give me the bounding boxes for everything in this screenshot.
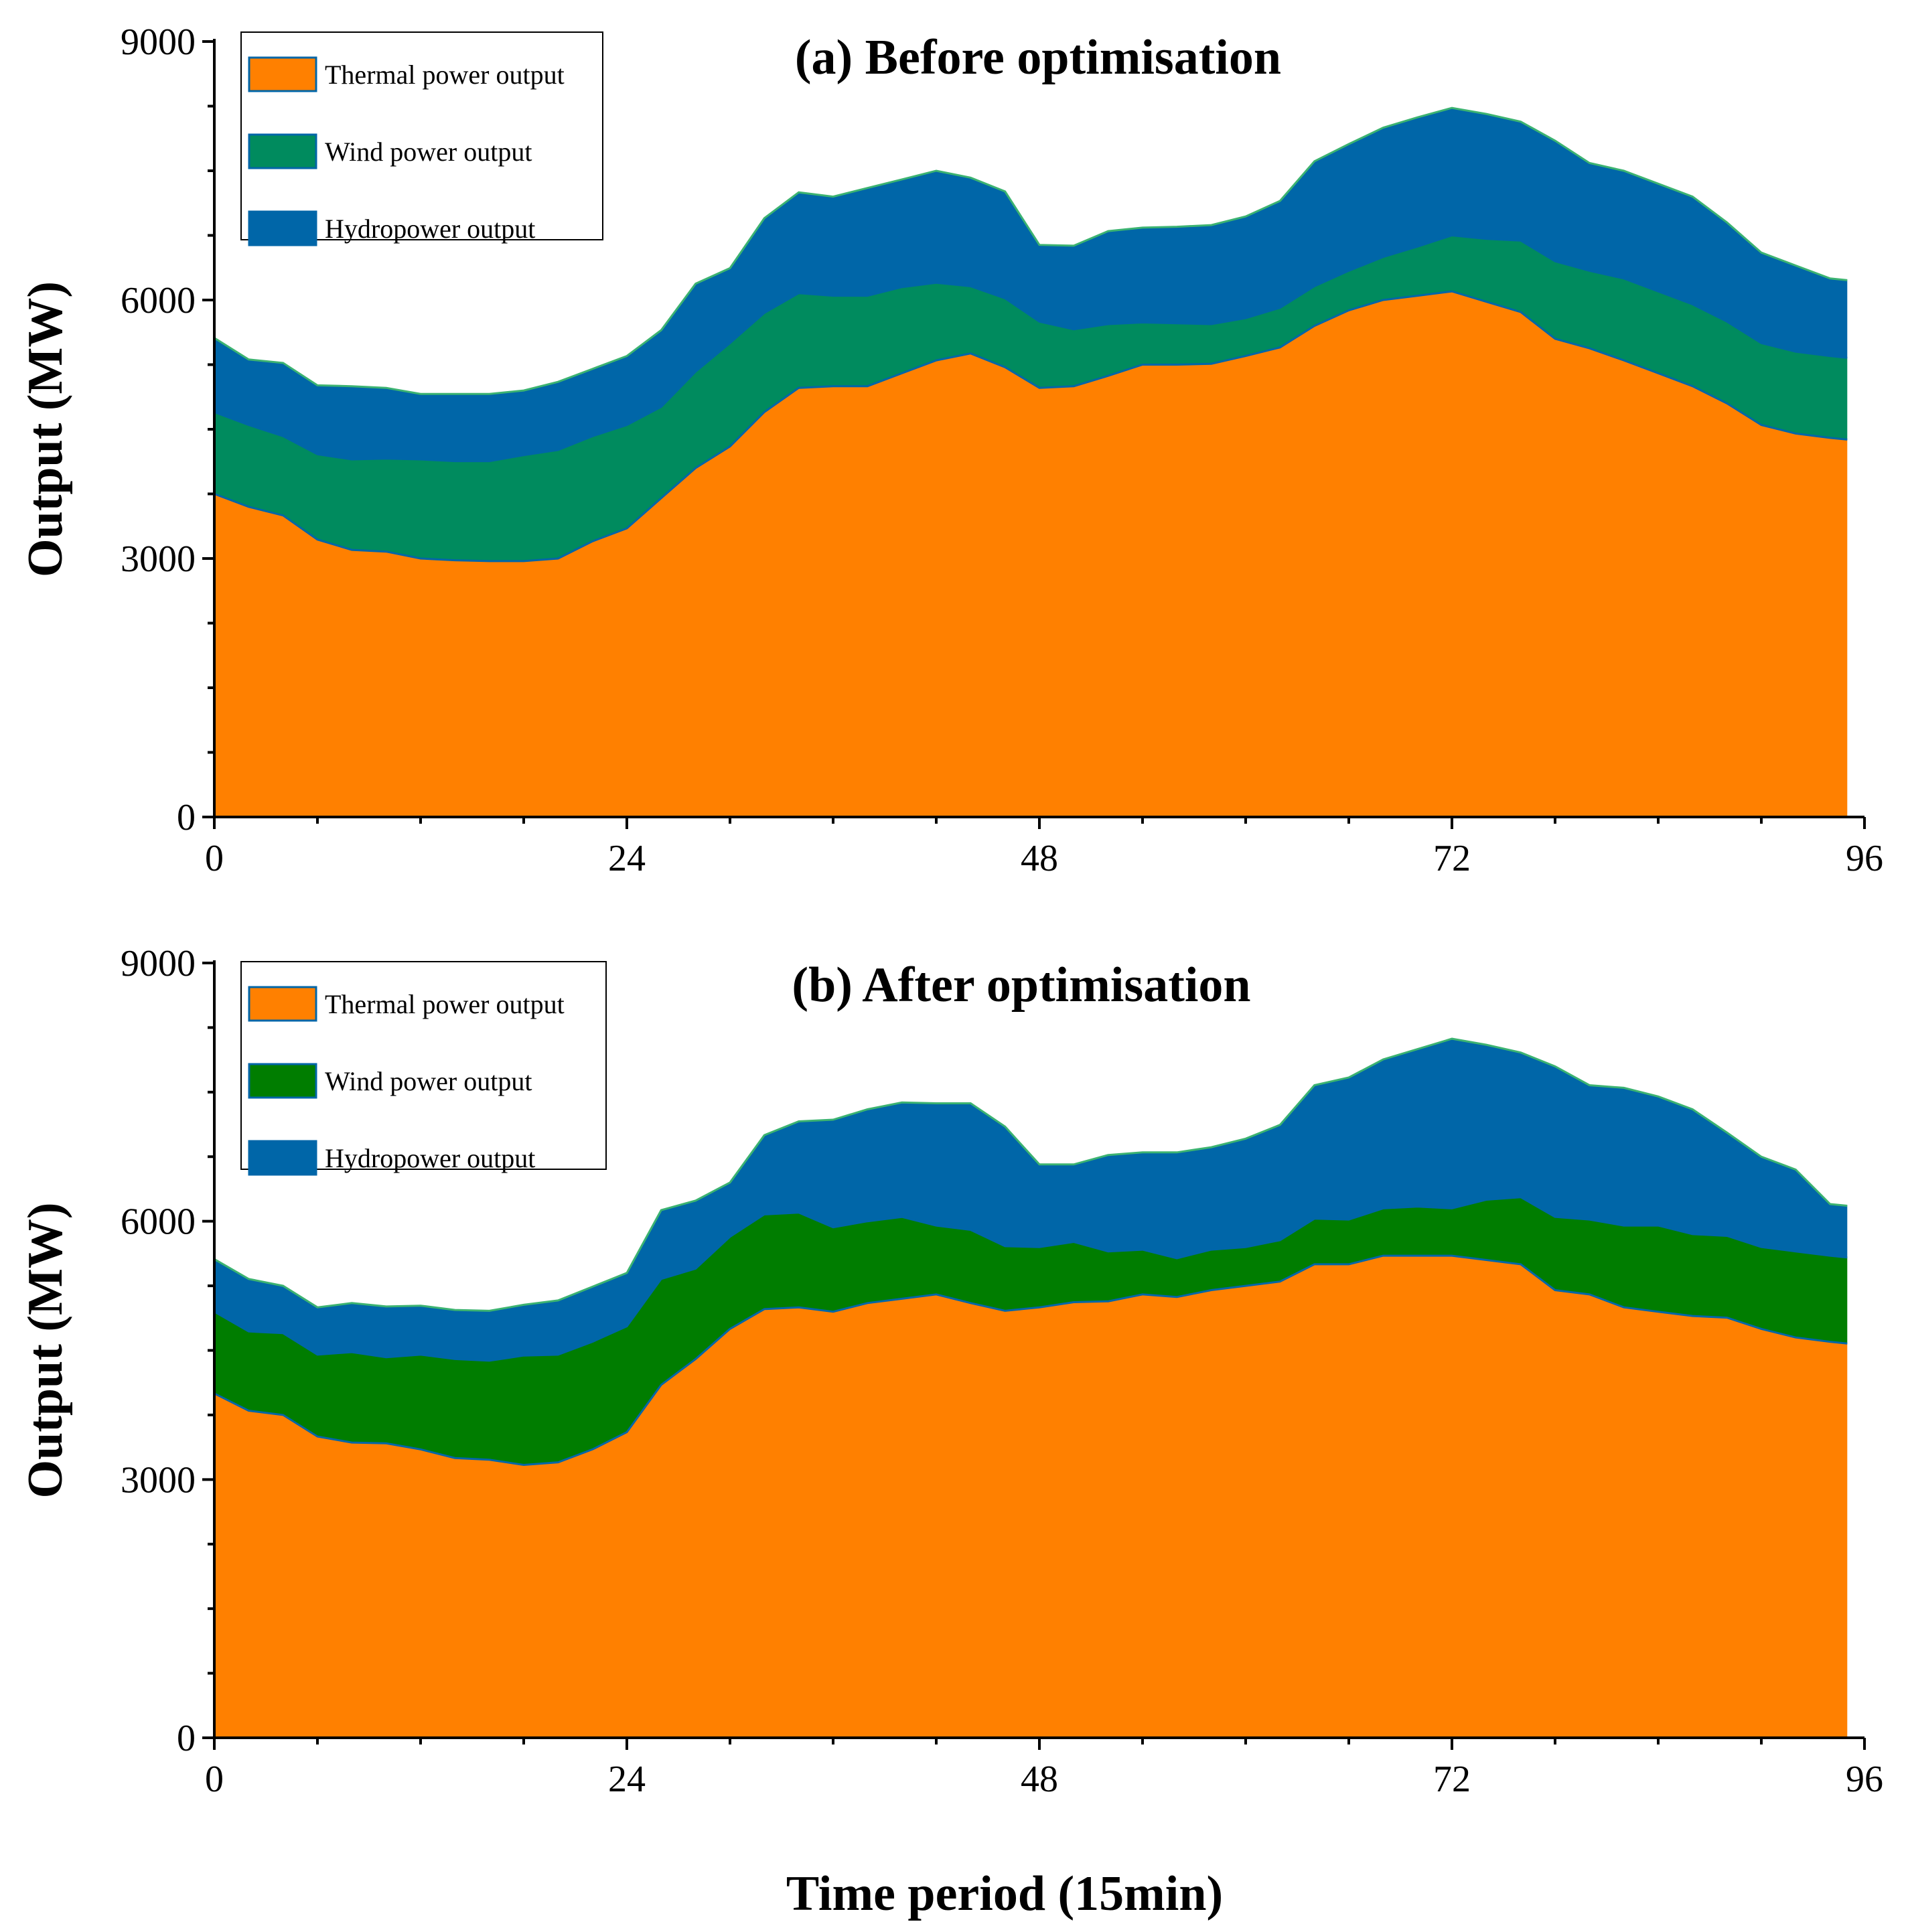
x-tick-label: 0 xyxy=(205,1759,224,1800)
y-tick-label: 9000 xyxy=(121,943,196,984)
legend-label-hydro: Hydropower output xyxy=(325,1143,535,1173)
legend: Thermal power output Wind power output Hyd… xyxy=(240,31,603,246)
line-thermal-top xyxy=(214,290,1848,563)
legend-label-thermal: Thermal power output xyxy=(325,60,565,90)
panel-before: 0 24 48 72 96 0 3000 6000 9000 Output (MW) (a) Bef… xyxy=(18,21,1883,879)
x-tick-label: 48 xyxy=(1021,1759,1058,1800)
line-wind-top xyxy=(214,234,1848,463)
panel-title: (b) After optimisation xyxy=(792,958,1250,1013)
x-tick-label: 48 xyxy=(1021,838,1058,879)
x-tick-label: 96 xyxy=(1846,838,1883,879)
x-axis-title: Time period (15min) xyxy=(786,1866,1223,1921)
line-hydro-top xyxy=(214,1037,1848,1312)
panel-after: 0 24 48 72 96 0 3000 6000 9000 Output (MW) (b) Aft… xyxy=(18,943,1883,1800)
line-hydro-top xyxy=(214,106,1848,395)
area-wind xyxy=(214,235,1848,561)
y-axis-title: Output (MW) xyxy=(18,1203,73,1499)
y-tick-label: 3000 xyxy=(121,1459,196,1501)
y-tick-label: 9000 xyxy=(121,21,196,63)
legend-label-hydro: Hydropower output xyxy=(325,214,535,244)
line-thermal-top xyxy=(214,1254,1848,1467)
legend-swatch-wind xyxy=(248,133,317,169)
x-tick-label: 24 xyxy=(608,838,646,879)
x-tick-label: 96 xyxy=(1846,1759,1883,1800)
x-tick-label: 72 xyxy=(1433,1759,1471,1800)
x-tick-label: 24 xyxy=(608,1759,646,1800)
legend-swatch-thermal xyxy=(248,986,317,1022)
legend-swatch-hydro xyxy=(248,1140,317,1176)
legend-label-thermal: Thermal power output xyxy=(325,989,565,1019)
y-tick-label: 0 xyxy=(177,1718,196,1759)
y-tick-label: 3000 xyxy=(121,538,196,580)
panel-title: (a) Before optimisation xyxy=(795,30,1281,85)
legend-label-wind: Wind power output xyxy=(325,137,532,167)
line-wind-top xyxy=(214,1196,1848,1362)
area-hydro xyxy=(214,1039,1848,1361)
y-tick-label: 0 xyxy=(177,797,196,838)
legend: Thermal power output Wind power output Hyd… xyxy=(240,961,607,1176)
area-thermal xyxy=(214,291,1848,818)
area-thermal xyxy=(214,1256,1848,1738)
x-tick-label: 72 xyxy=(1433,838,1471,879)
x-tick-label: 0 xyxy=(205,838,224,879)
area-wind xyxy=(214,1197,1848,1465)
y-tick-label: 6000 xyxy=(121,1201,196,1243)
area-hydro xyxy=(214,108,1848,461)
legend-swatch-hydro xyxy=(248,210,317,246)
y-axis-title: Output (MW) xyxy=(18,281,73,577)
legend-label-wind: Wind power output xyxy=(325,1066,532,1096)
legend-swatch-thermal xyxy=(248,56,317,92)
y-tick-label: 6000 xyxy=(121,280,196,321)
legend-swatch-wind xyxy=(248,1063,317,1099)
